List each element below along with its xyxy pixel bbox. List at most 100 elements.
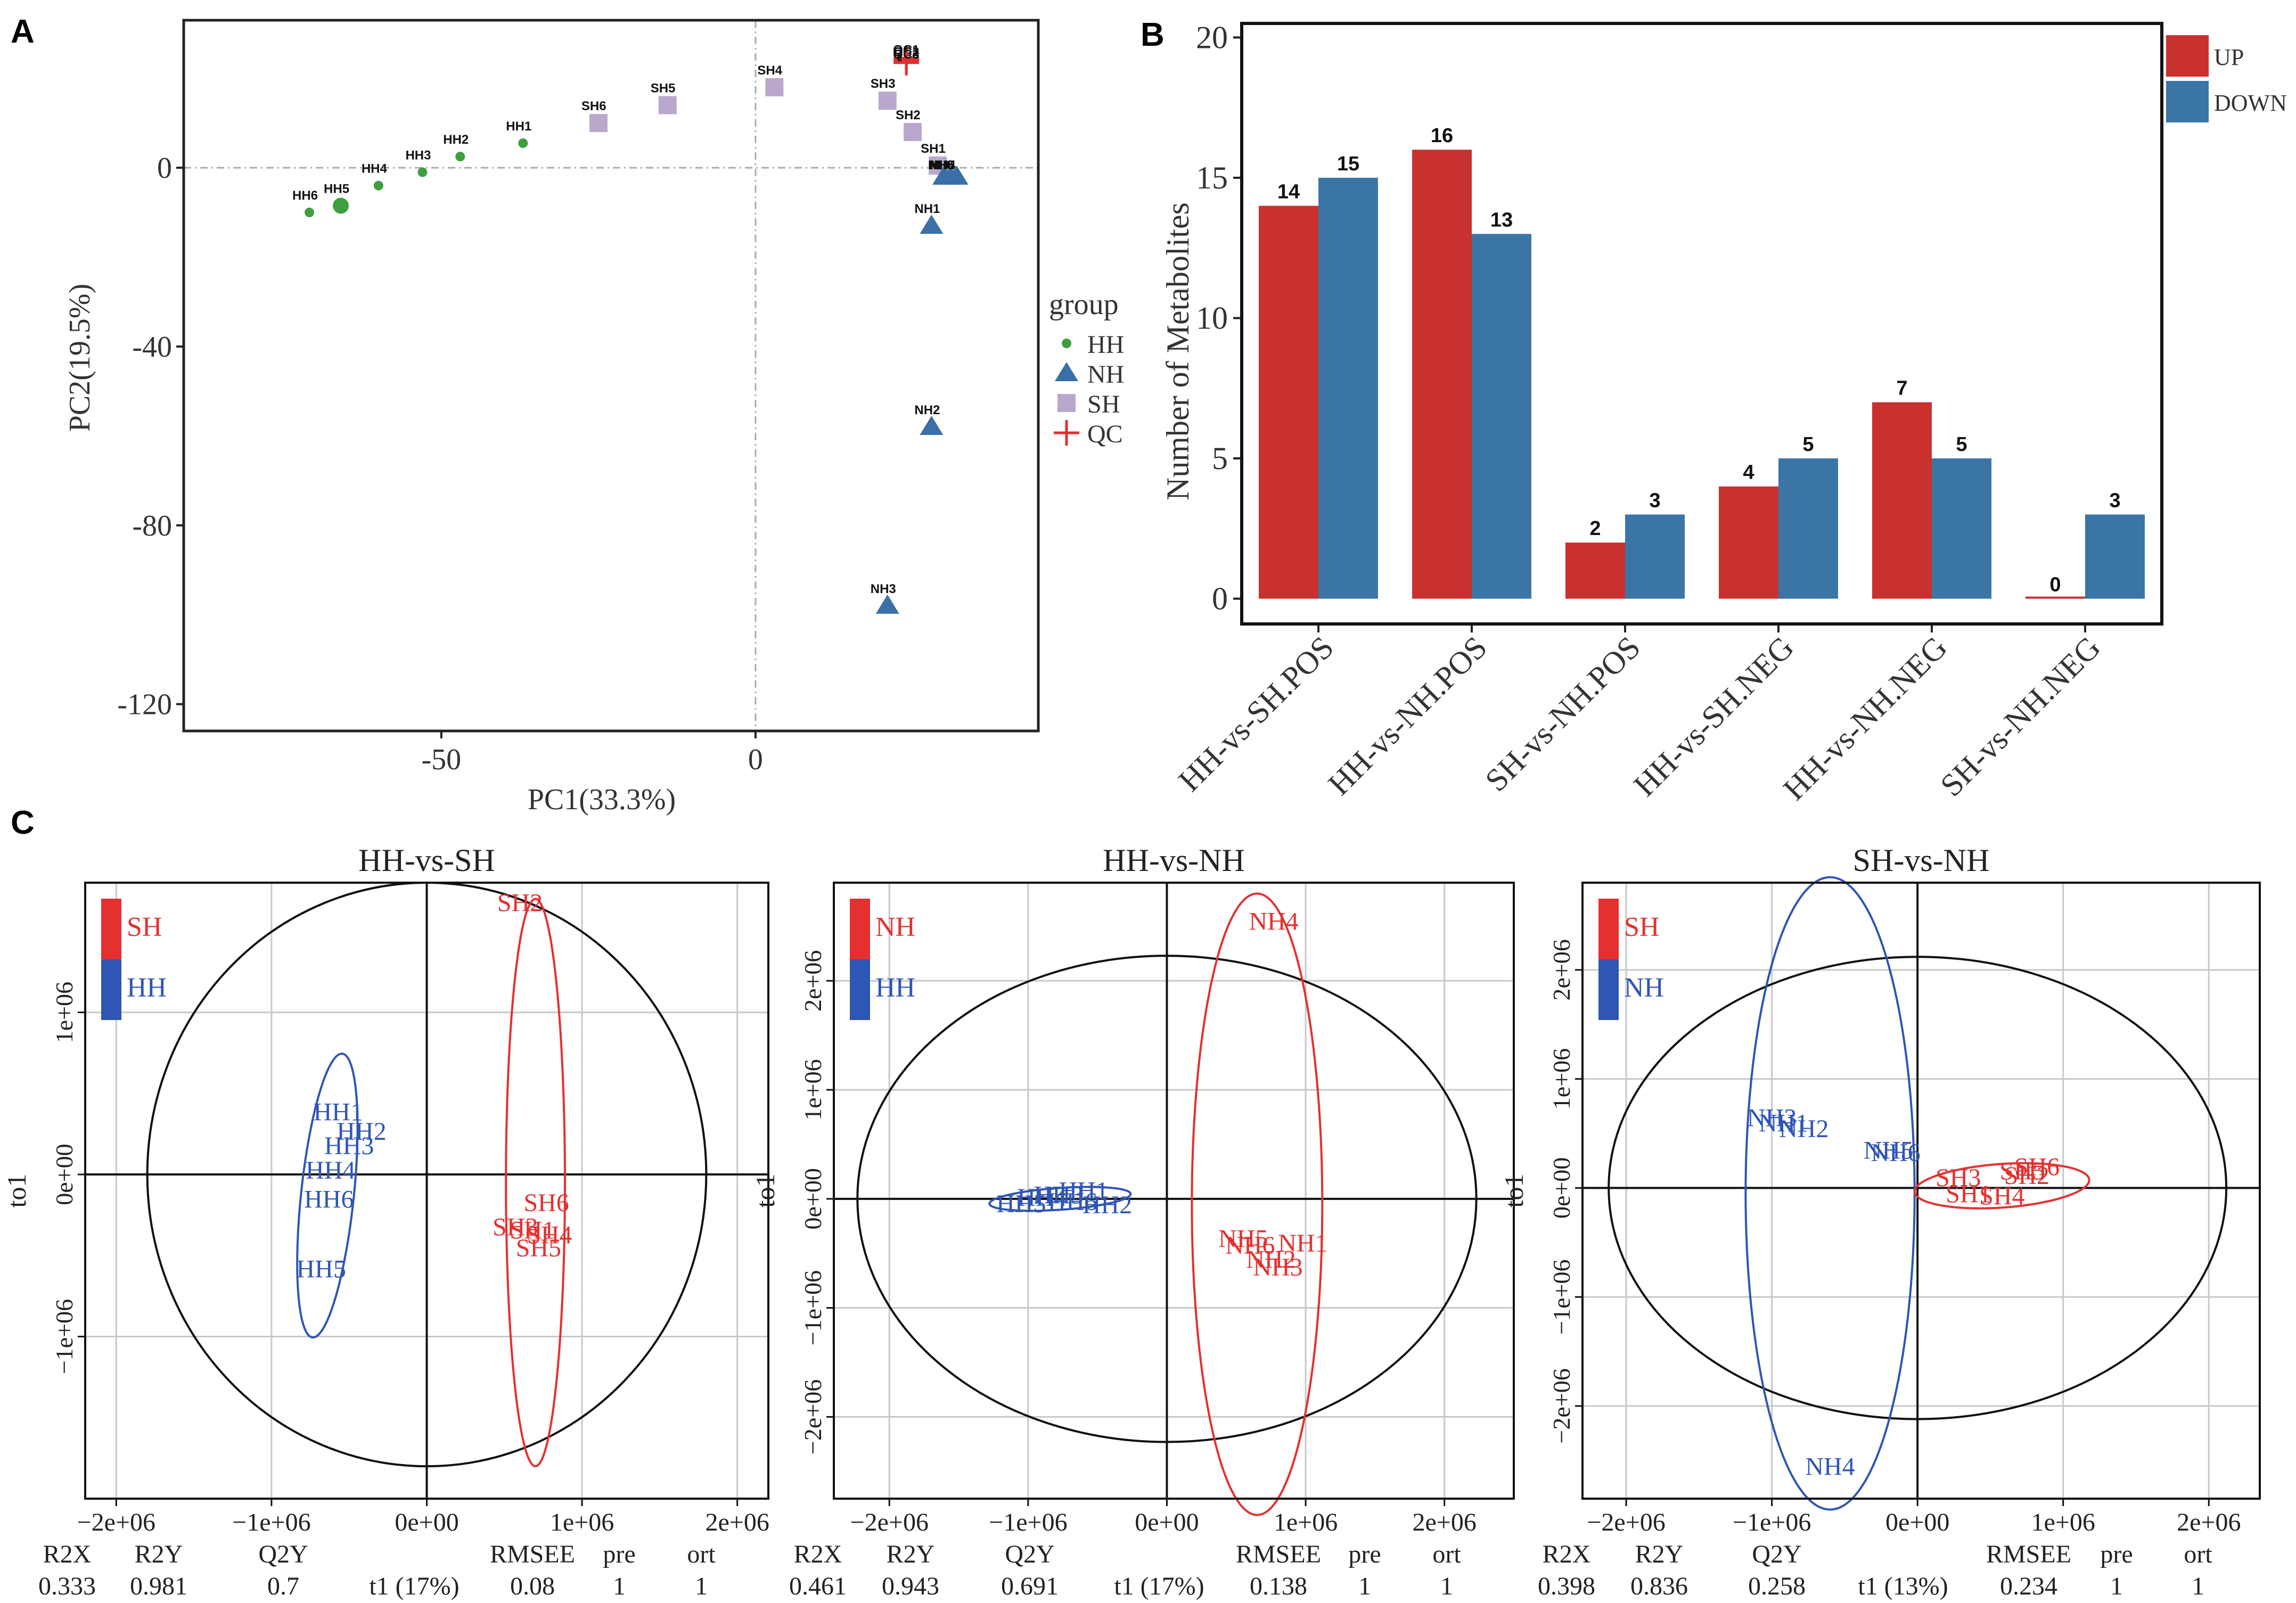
opls-stat-name: RMSEE — [1986, 1540, 2071, 1568]
opls-point-sh3: SH3 — [493, 1213, 538, 1241]
opls-stat-name: ort — [687, 1540, 716, 1568]
bar-legend-swatch-down — [2166, 81, 2209, 122]
opls-y-tick-label: 1e+06 — [1548, 1048, 1575, 1109]
opls-stat-value: 1 — [613, 1572, 626, 1600]
bar-up-5 — [1872, 402, 1932, 599]
pca-point-label: HH2 — [443, 133, 469, 147]
pca-y-tick-label: -120 — [117, 688, 172, 721]
bar-value-label: 16 — [1431, 125, 1453, 147]
opls-ellipse-sh — [505, 898, 567, 1468]
opls-plot-frame — [1581, 882, 2261, 1500]
bar-value-label: 14 — [1277, 181, 1300, 203]
pca-y-tick-label: 0 — [157, 152, 172, 185]
pca-point-hh4 — [373, 180, 383, 191]
opls-y-tick-label: 1e+06 — [51, 982, 78, 1043]
opls-point-sh2: SH2 — [497, 889, 543, 917]
bar-up-3 — [1565, 542, 1625, 599]
opls-y-tick-label: 2e+06 — [1548, 939, 1575, 1000]
opls-legend-label: HH — [875, 973, 915, 1003]
opls-hotelling-circle — [1608, 956, 2228, 1420]
opls-y-tick-label: 0e+00 — [799, 1168, 826, 1229]
bar-category-label: HH-vs-NH.NEG — [1776, 630, 1954, 807]
bar-ylabel: Number of Metabolites — [1160, 202, 1195, 500]
opls-point-hh1: HH1 — [314, 1098, 363, 1126]
opls-x-tick-label: 0e+00 — [1135, 1508, 1199, 1536]
opls-ylabel: to1 — [750, 1174, 780, 1208]
bar-down-5 — [1932, 458, 1991, 599]
bar-up-1 — [1259, 205, 1318, 599]
opls-point-sh6: SH6 — [2014, 1153, 2060, 1181]
pca-point-nh6 — [932, 165, 956, 185]
opls-legend-label: HH — [127, 973, 167, 1003]
opls-point-sh5: SH5 — [1999, 1157, 2045, 1186]
opls-ylabel: to1 — [2, 1174, 31, 1208]
panel-c1-oplsda-hh-vs-sh: SH2SH6SH3SH1SH4SH5HH1HH2HH3HH4HH6HH5SHHH… — [2, 843, 769, 1600]
bar-category-label: SH-vs-NH.NEG — [1933, 630, 2107, 803]
pca-point-hh2 — [455, 152, 465, 162]
panel-b-bar-chart: Number of Metabolites 051015201415HH-vs-… — [1160, 20, 2287, 807]
opls-x-tick-label: −2e+06 — [77, 1508, 155, 1536]
opls-legend-label: SH — [127, 912, 162, 942]
pca-plot-frame — [182, 19, 1040, 733]
opls-point-sh5: SH5 — [516, 1234, 561, 1262]
opls-stat-name: Q2Y — [258, 1540, 308, 1568]
opls-xlabel: t1 (17%) — [369, 1572, 459, 1600]
bar-y-tick-label: 0 — [1212, 581, 1228, 616]
opls-stat-value: 0.08 — [510, 1572, 555, 1600]
opls-point-hh4: HH4 — [1017, 1183, 1067, 1212]
opls-legend-label: NH — [1624, 973, 1664, 1003]
opls-point-nh1: NH1 — [1278, 1229, 1327, 1257]
opls-stat-value: 0.836 — [1630, 1572, 1688, 1600]
opls-point-nh4: NH4 — [1249, 908, 1298, 936]
opls-stat-name: R2Y — [1635, 1540, 1684, 1568]
opls-legend-swatch-hh — [101, 959, 121, 1020]
bar-value-label: 5 — [1802, 433, 1814, 456]
pca-legend-label: NH — [1087, 360, 1124, 389]
opls-stat-name: R2Y — [135, 1540, 183, 1568]
opls-stat-name: Q2Y — [1005, 1540, 1054, 1568]
bar-up-6 — [2026, 596, 2085, 599]
opls-y-tick-label: 0e+00 — [1548, 1157, 1575, 1219]
bar-down-2 — [1472, 234, 1531, 599]
opls-stat-name: RMSEE — [1236, 1540, 1321, 1568]
opls-point-nh2: NH2 — [1246, 1245, 1295, 1273]
opls-stat-value: 0.258 — [1748, 1572, 1806, 1600]
opls-stat-value: 1 — [2110, 1572, 2123, 1600]
bar-value-label: 0 — [2049, 574, 2061, 596]
opls-point-hh3: HH3 — [1034, 1181, 1084, 1210]
bar-up-2 — [1412, 150, 1472, 599]
opls-stat-value: 0.138 — [1250, 1572, 1307, 1600]
opls-stat-name: Q2Y — [1752, 1540, 1801, 1568]
opls-y-tick-label: −1e+06 — [51, 1299, 78, 1374]
opls-xlabel: t1 (17%) — [1114, 1572, 1204, 1600]
opls-stat-name: pre — [603, 1540, 635, 1568]
bar-category-label: HH-vs-SH.NEG — [1627, 630, 1800, 803]
pca-x-tick-label: 0 — [748, 743, 763, 776]
bar-value-label: 13 — [1490, 209, 1513, 231]
bar-y-tick-label: 20 — [1196, 20, 1228, 55]
opls-stat-value: 1 — [1358, 1572, 1371, 1600]
bar-plot-frame — [1240, 22, 2163, 626]
opls-y-tick-label: 1e+06 — [799, 1059, 826, 1120]
opls-title: HH-vs-SH — [358, 843, 495, 878]
bar-y-tick-label: 15 — [1196, 160, 1228, 195]
opls-point-hh6: HH6 — [1048, 1188, 1097, 1216]
pca-legend-marker-hh — [1062, 339, 1071, 348]
opls-stat-value: 0.461 — [789, 1572, 847, 1600]
opls-stat-value: 0.981 — [130, 1572, 187, 1600]
opls-legend-swatch-nh — [1598, 959, 1619, 1020]
pca-point-label: NH6 — [928, 158, 954, 172]
opls-x-tick-label: −1e+06 — [232, 1508, 310, 1536]
opls-ylabel: to1 — [1499, 1174, 1529, 1208]
opls-point-nh3: NH3 — [1747, 1104, 1797, 1132]
opls-stat-name: ort — [2184, 1540, 2212, 1568]
pca-point-hh5 — [333, 198, 349, 214]
opls-point-sh1: SH1 — [510, 1216, 555, 1245]
opls-point-sh4: SH4 — [527, 1221, 572, 1249]
bar-category-label: HH-vs-NH.POS — [1322, 630, 1494, 802]
opls-ellipse-nh — [1191, 892, 1324, 1516]
opls-legend-swatch-hh — [850, 959, 870, 1020]
bar-legend-swatch-up — [2166, 35, 2209, 77]
opls-point-sh2: SH2 — [2004, 1162, 2049, 1190]
